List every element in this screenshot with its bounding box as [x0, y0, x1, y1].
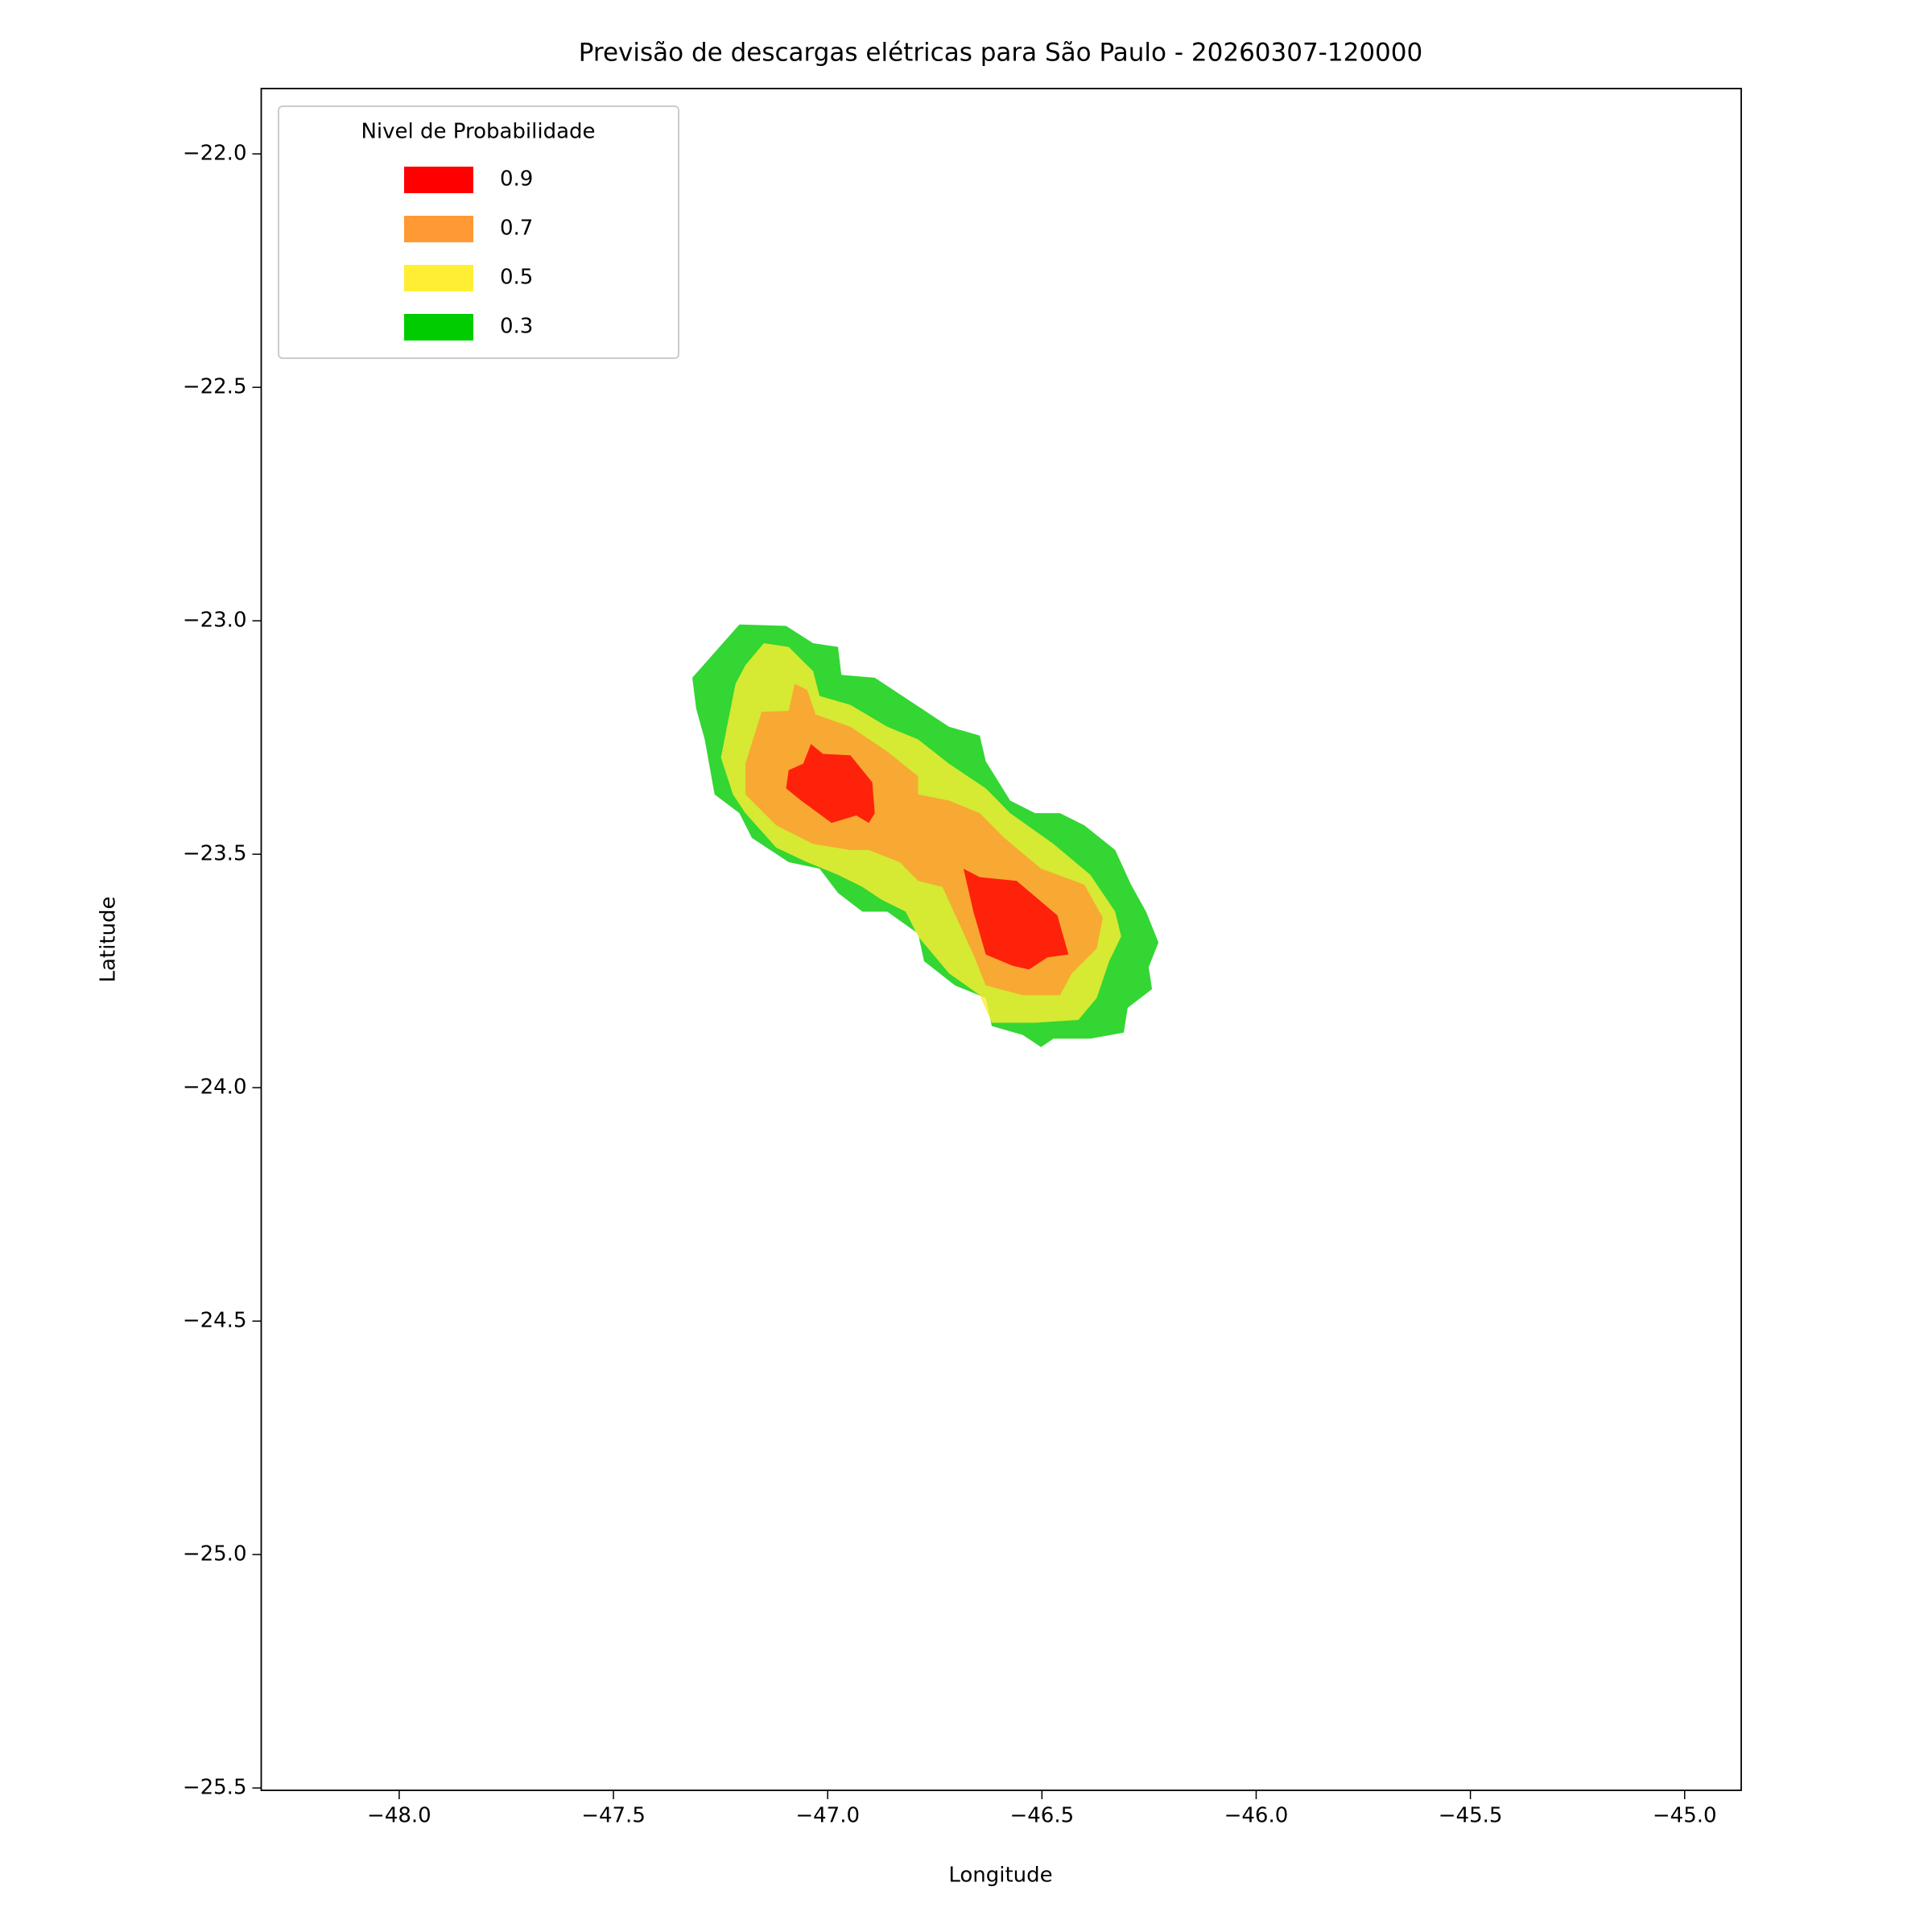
x-tick-label: −45.5 [1439, 1804, 1503, 1828]
legend-swatch [404, 314, 473, 341]
y-tick-label: −24.0 [183, 1075, 247, 1100]
plot-frame [260, 88, 1742, 1791]
y-tick-label: −24.5 [183, 1309, 247, 1333]
x-tick-label: −48.0 [367, 1804, 431, 1828]
x-tick-label: −45.0 [1653, 1804, 1717, 1828]
x-axis-label: Longitude [948, 1864, 1052, 1888]
legend-label: 0.9 [500, 167, 533, 192]
x-tick-label: −47.5 [581, 1804, 646, 1828]
x-tick-label: −47.0 [795, 1804, 860, 1828]
legend: Nivel de Probabilidade 0.9 0.7 0.5 0.3 [278, 105, 679, 359]
legend-label: 0.7 [500, 217, 533, 241]
legend-box [278, 105, 679, 359]
y-tick-label: −22.0 [183, 142, 247, 166]
legend-swatch [404, 167, 473, 193]
y-tick-label: −25.5 [183, 1776, 247, 1800]
legend-swatch [404, 265, 473, 291]
legend-label: 0.5 [500, 266, 533, 290]
legend-title: Nivel de Probabilidade [361, 120, 595, 144]
contour-region [963, 869, 1069, 970]
y-tick-label: −23.0 [183, 609, 247, 633]
y-axis-label: Latitude [97, 896, 121, 982]
legend-swatch [404, 216, 473, 242]
legend-label: 0.3 [500, 315, 533, 339]
y-tick-label: −22.5 [183, 375, 247, 399]
y-tick-label: −25.0 [183, 1542, 247, 1567]
chart-title: Previsão de descargas elétricas para São… [579, 39, 1422, 68]
x-tick-label: −46.0 [1224, 1804, 1289, 1828]
contour-region [786, 744, 875, 824]
x-tick-label: −46.5 [1009, 1804, 1074, 1828]
y-tick-label: −23.5 [183, 842, 247, 866]
